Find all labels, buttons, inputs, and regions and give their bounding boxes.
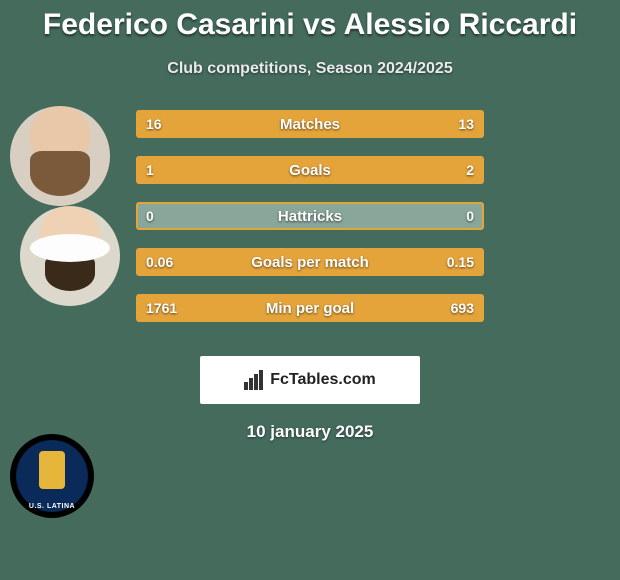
stat-row: 12Goals <box>136 156 484 184</box>
player-left-avatar <box>10 106 110 206</box>
stat-label: Goals <box>136 156 484 184</box>
stat-label: Hattricks <box>136 202 484 230</box>
stat-row: 1613Matches <box>136 110 484 138</box>
generation-date: 10 january 2025 <box>0 422 620 442</box>
club-left-badge <box>30 234 110 262</box>
subtitle: Club competitions, Season 2024/2025 <box>0 60 620 78</box>
stat-label: Matches <box>136 110 484 138</box>
page-title: Federico Casarini vs Alessio Riccardi <box>0 0 620 42</box>
stat-row: 0.060.15Goals per match <box>136 248 484 276</box>
comparison-panel: 1613Matches 12Goals 00Hattricks 0.060.15Goa… <box>0 106 620 346</box>
stat-row: 1761693Min per goal <box>136 294 484 322</box>
watermark: FcTables.com <box>200 356 420 404</box>
stat-label: Min per goal <box>136 294 484 322</box>
watermark-text: FcTables.com <box>270 371 376 389</box>
stat-bars: 1613Matches 12Goals 00Hattricks 0.060.15Goa… <box>136 110 484 340</box>
stat-row: 00Hattricks <box>136 202 484 230</box>
club-right-badge <box>10 434 94 518</box>
watermark-chart-icon <box>244 370 264 390</box>
stat-label: Goals per match <box>136 248 484 276</box>
